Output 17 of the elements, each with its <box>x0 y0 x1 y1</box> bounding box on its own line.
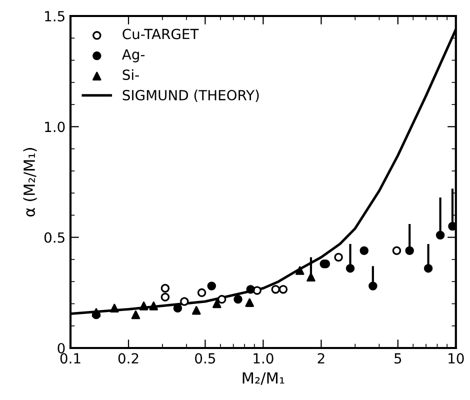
x-tick-label: 5 <box>394 353 402 364</box>
legend-label: Ag- <box>122 49 145 62</box>
y-tick-label: 1.0 <box>45 122 65 132</box>
x-tick-label: 0.1 <box>60 353 80 364</box>
legend-label: SIGMUND (THEORY) <box>122 90 259 102</box>
x-axis-title: M₂/M₁ <box>242 372 284 385</box>
x-tick-label: 0.5 <box>195 353 216 364</box>
y-axis-title: α (M₂/M₁) <box>23 148 37 216</box>
x-tick-label: 2 <box>318 353 324 364</box>
x-tick-label: 1.0 <box>254 353 274 364</box>
legend-label: Cu-TARGET <box>122 28 199 40</box>
y-tick-label: 1.5 <box>45 11 64 22</box>
x-tick-label: 10 <box>448 353 464 364</box>
legend-label: Si- <box>122 69 139 80</box>
x-tick-label: 0.2 <box>118 353 138 364</box>
y-tick-label: 0 <box>58 342 65 354</box>
y-tick-label: 0.5 <box>44 232 64 243</box>
